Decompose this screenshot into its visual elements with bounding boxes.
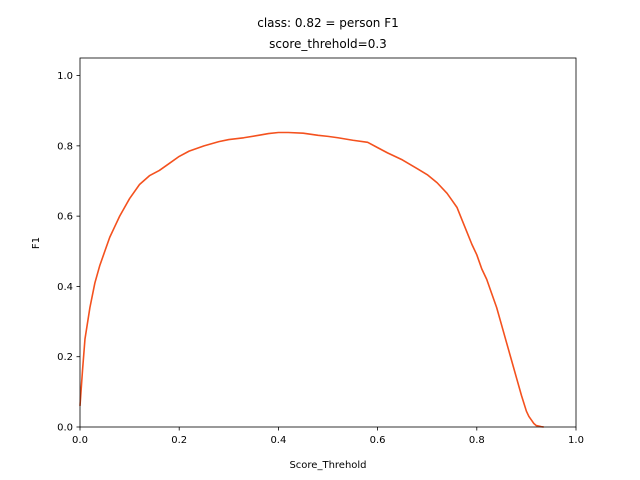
x-tick-label: 0.2 xyxy=(171,435,187,446)
y-tick-label: 0.2 xyxy=(57,352,73,363)
y-tick-label: 0.0 xyxy=(57,423,73,434)
x-axis: 0.0 0.2 0.4 0.6 0.8 1.0 xyxy=(72,427,584,446)
x-tick-label: 0.4 xyxy=(270,435,286,446)
x-tick-label: 0.8 xyxy=(469,435,485,446)
y-tick-label: 1.0 xyxy=(57,71,73,82)
x-tick-label: 0.6 xyxy=(370,435,386,446)
x-tick-label: 0.0 xyxy=(72,435,88,446)
x-tick-label: 1.0 xyxy=(568,435,584,446)
chart-title: class: 0.82 = person F1 xyxy=(257,16,399,30)
y-axis: 0.0 0.2 0.4 0.6 0.8 1.0 xyxy=(57,71,80,434)
plot-area xyxy=(79,131,544,428)
x-axis-label: Score_Threhold xyxy=(289,460,366,471)
y-tick-label: 0.8 xyxy=(57,141,73,152)
y-tick-label: 0.4 xyxy=(57,282,73,293)
axes-frame xyxy=(79,57,577,428)
f1-series-line xyxy=(79,131,544,428)
y-tick-label: 0.6 xyxy=(57,212,73,223)
chart-subtitle: score_threhold=0.3 xyxy=(269,37,387,51)
y-axis-label: F1 xyxy=(31,237,42,249)
